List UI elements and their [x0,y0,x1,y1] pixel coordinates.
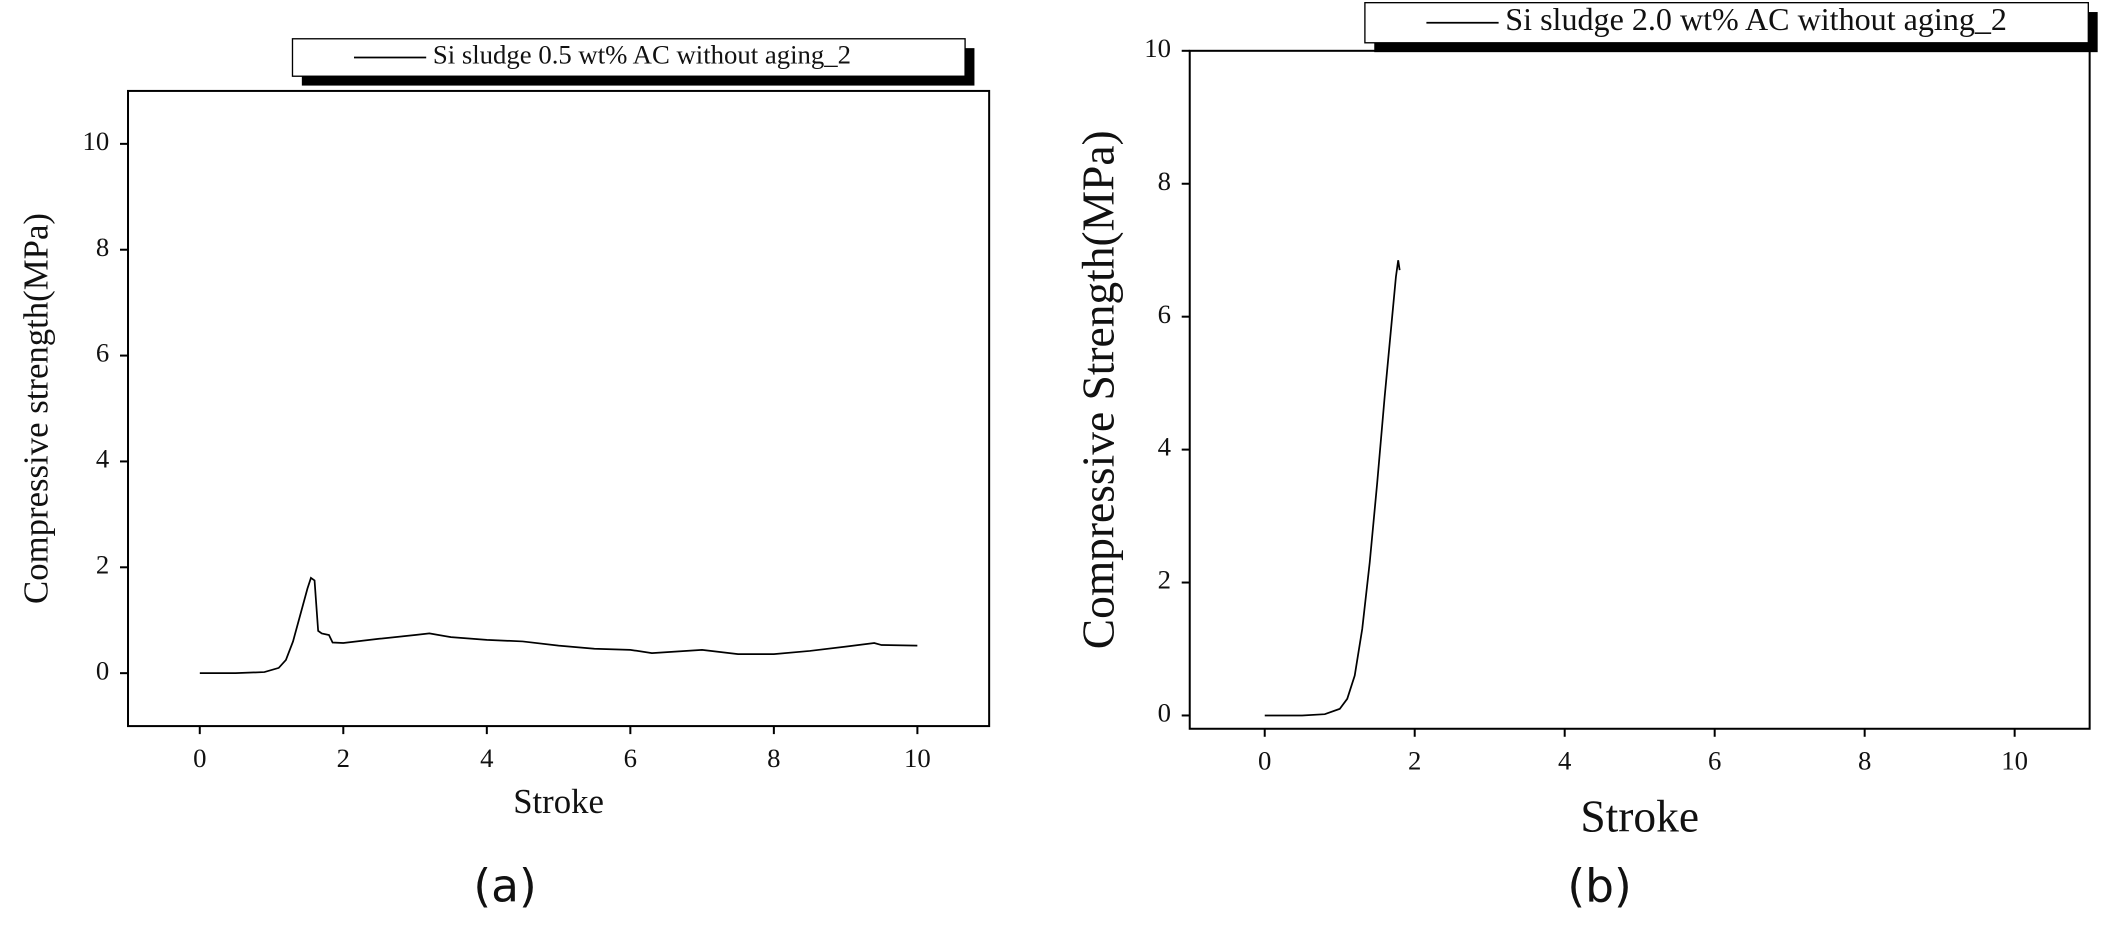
caption: (a) [473,860,536,913]
y-tick-label: 10 [1144,33,1171,63]
legend-label: Si sludge 2.0 wt% AC without aging_2 [1505,1,2007,37]
x-tick-label: 6 [1708,746,1721,776]
legend-label: Si sludge 0.5 wt% AC without aging_2 [433,40,851,70]
y-axis-label: Compressive strength(MPa) [17,213,56,604]
y-tick-label: 0 [96,655,109,685]
y-tick-label: 4 [1158,432,1171,462]
plot-frame [1188,49,2091,730]
x-tick-label: 10 [2001,746,2028,776]
y-tick-label: 8 [96,232,109,262]
x-tick-label: 6 [624,743,637,773]
y-tick-label: 6 [1158,299,1171,329]
y-tick-label: 8 [1158,166,1171,196]
x-tick-label: 4 [1558,746,1571,776]
data-line [1264,260,1401,717]
y-axis-label: Compressive Strength(MPa) [1072,130,1123,649]
y-tick-label: 6 [96,338,109,368]
x-tick-label: 2 [1408,746,1421,776]
x-tick-label: 8 [1858,746,1871,776]
y-tick-label: 2 [1158,565,1171,595]
x-tick-label: 2 [337,743,350,773]
x-tick-label: 0 [193,743,206,773]
y-tick-label: 4 [96,444,109,474]
data-line [199,576,918,675]
x-axis-label: Stroke [1580,790,1699,841]
y-tick-label: 0 [1158,698,1171,728]
x-tick-label: 4 [480,743,493,773]
x-axis-label: Stroke [513,782,604,821]
caption: (b) [1567,860,1631,913]
plot-frame [127,89,991,728]
x-tick-label: 10 [904,743,931,773]
y-tick-label: 2 [96,549,109,579]
x-tick-label: 0 [1258,746,1271,776]
legend-box [1364,2,2089,44]
y-tick-label: 10 [83,126,110,156]
x-tick-label: 8 [767,743,780,773]
